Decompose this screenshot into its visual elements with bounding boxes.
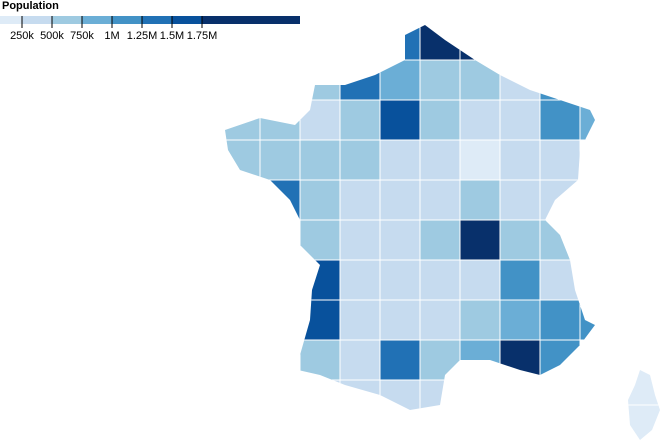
legend-swatch: [202, 16, 300, 24]
department: [259, 99, 301, 141]
department: [579, 299, 621, 341]
department: [459, 99, 501, 141]
legend-label: 1M: [104, 30, 119, 42]
department: [419, 339, 461, 381]
department: [619, 404, 660, 440]
department: [459, 299, 501, 341]
department: [339, 339, 381, 381]
department: [379, 99, 421, 141]
legend-swatch: [0, 16, 22, 24]
department: [539, 179, 581, 221]
department: [339, 299, 381, 341]
department: [259, 139, 301, 181]
department: [339, 99, 381, 141]
department: [225, 99, 261, 141]
department: [299, 219, 341, 261]
department: [619, 364, 660, 406]
department: [339, 59, 381, 101]
legend-label: 1.75M: [187, 30, 218, 42]
department: [499, 219, 541, 261]
department: [579, 99, 621, 141]
department: [419, 219, 461, 261]
department: [419, 99, 461, 141]
department: [379, 259, 421, 301]
department: [419, 139, 461, 181]
department: [499, 59, 541, 101]
department: [539, 99, 581, 141]
department: [379, 179, 421, 221]
department: [459, 25, 501, 61]
department: [419, 179, 461, 221]
department: [499, 99, 541, 141]
department: [459, 219, 501, 261]
department: [379, 59, 421, 101]
legend-label: 250k: [10, 30, 34, 42]
legend-swatch: [112, 16, 142, 24]
department: [459, 259, 501, 301]
department: [379, 25, 421, 61]
department: [379, 339, 421, 381]
departments: [225, 25, 660, 440]
department: [419, 379, 461, 421]
legend-swatch: [22, 16, 52, 24]
department: [419, 299, 461, 341]
legend-swatch: [82, 16, 112, 24]
legend-title: Population: [2, 0, 59, 12]
department: [539, 339, 581, 381]
department: [419, 25, 461, 61]
department: [379, 299, 421, 341]
legend-label: 1.25M: [127, 30, 158, 42]
legend-label: 1.5M: [160, 30, 184, 42]
legend-label: 750k: [70, 30, 94, 42]
department: [299, 299, 341, 341]
department: [539, 59, 581, 101]
department: [339, 379, 381, 421]
department: [459, 379, 501, 421]
department: [299, 379, 341, 421]
department: [539, 139, 581, 181]
department: [339, 179, 381, 221]
department: [419, 59, 461, 101]
legend-swatch: [172, 16, 202, 24]
department: [459, 339, 501, 381]
department: [419, 259, 461, 301]
department: [499, 179, 541, 221]
department: [379, 379, 421, 421]
legend-swatch: [142, 16, 172, 24]
legend: 250k 500k 750k 1M 1.25M 1.5M 1.75M: [0, 16, 300, 42]
department: [299, 259, 341, 301]
department: [539, 219, 581, 261]
department: [299, 99, 341, 141]
department: [459, 139, 501, 181]
department: [299, 339, 341, 381]
department: [499, 299, 541, 341]
legend-label: 500k: [40, 30, 64, 42]
department: [499, 259, 541, 301]
department: [459, 179, 501, 221]
department: [225, 139, 261, 181]
department: [339, 259, 381, 301]
department: [459, 59, 501, 101]
department: [299, 179, 341, 221]
department: [299, 59, 341, 101]
department: [299, 139, 341, 181]
department: [499, 339, 541, 381]
department: [259, 179, 301, 221]
department: [539, 259, 581, 301]
department: [379, 219, 421, 261]
department: [339, 139, 381, 181]
department: [379, 139, 421, 181]
legend-swatch: [52, 16, 82, 24]
department: [539, 299, 581, 341]
department: [339, 219, 381, 261]
department: [499, 139, 541, 181]
